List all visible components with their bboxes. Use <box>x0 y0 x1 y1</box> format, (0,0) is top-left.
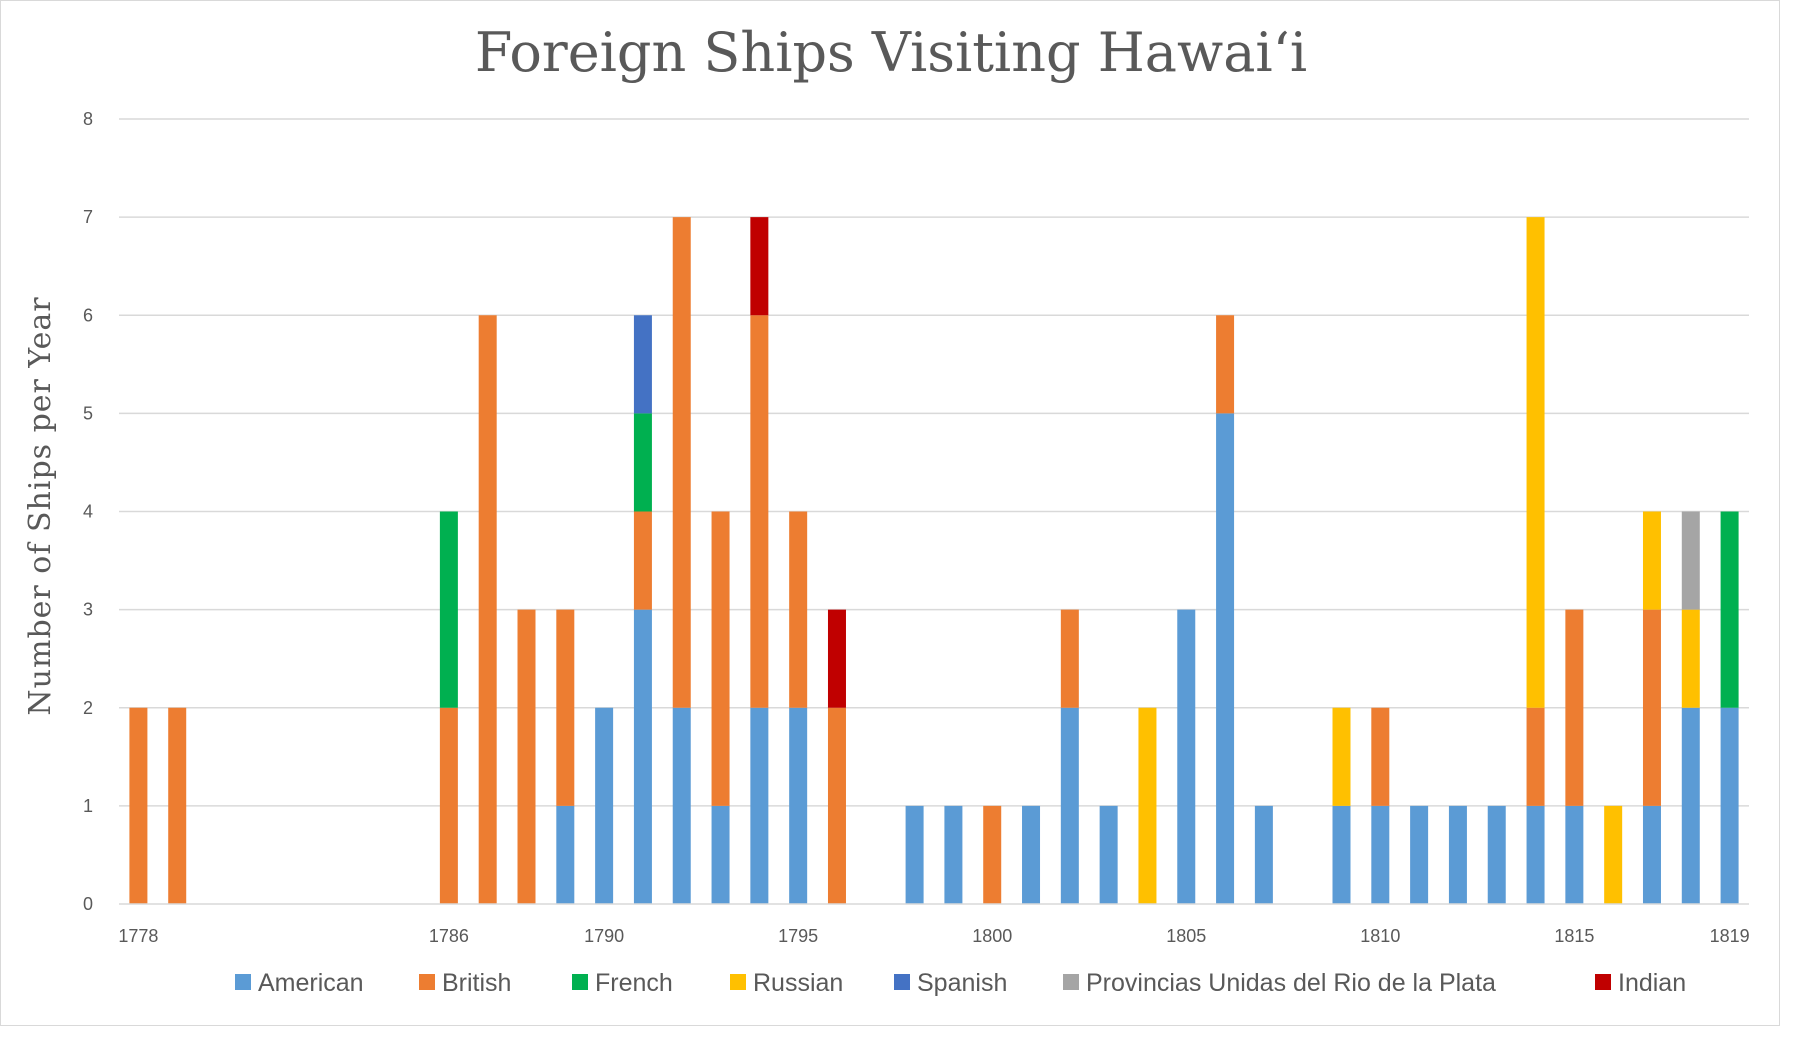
bar-segment <box>556 609 575 806</box>
legend-label: Provincias Unidas del Rio de la Plata <box>1086 969 1496 997</box>
bar-segment <box>1720 511 1739 708</box>
bar-segment <box>672 217 691 708</box>
bar-segment <box>711 511 730 806</box>
bar-segment <box>633 609 652 904</box>
bar-segment <box>1604 805 1623 904</box>
y-tick-label: 0 <box>83 894 93 914</box>
bar-segment <box>517 609 536 904</box>
bar-segment <box>439 511 458 708</box>
y-tick-label: 1 <box>83 796 93 816</box>
y-tick-label: 8 <box>83 109 93 129</box>
bar-segment <box>1448 805 1467 904</box>
y-tick-label: 2 <box>83 698 93 718</box>
bar-segment <box>556 805 575 904</box>
x-tick-label: 1800 <box>972 926 1012 946</box>
chart-title: Foreign Ships Visiting Hawai‘i <box>475 21 1307 84</box>
chart-svg: Foreign Ships Visiting Hawai‘i Number of… <box>23 21 1750 997</box>
x-tick-label: 1815 <box>1554 926 1594 946</box>
legend-label: Indian <box>1618 969 1686 997</box>
bar-segment <box>1410 805 1429 904</box>
bar-segment <box>633 413 652 512</box>
legend-swatch <box>1063 974 1079 990</box>
x-tick-label: 1778 <box>118 926 158 946</box>
bar-segment <box>1254 805 1273 904</box>
x-tick-label: 1819 <box>1710 926 1750 946</box>
legend-swatch <box>1595 974 1611 990</box>
legend-swatch <box>419 974 435 990</box>
bar-segment <box>750 707 769 904</box>
legend-swatch <box>894 974 910 990</box>
y-tick-label: 3 <box>83 600 93 620</box>
y-tick-label: 7 <box>83 207 93 227</box>
x-tick-label: 1805 <box>1166 926 1206 946</box>
bar-segment <box>827 707 846 904</box>
legend-swatch <box>572 974 588 990</box>
bar-segment <box>1681 511 1700 610</box>
y-axis-label: Number of Ships per Year <box>23 296 58 715</box>
legend-label: French <box>595 969 673 997</box>
bar-segment <box>1526 217 1545 708</box>
bar-segment <box>711 805 730 904</box>
bar-segment <box>1060 707 1079 904</box>
legend-swatch <box>730 974 746 990</box>
bar-segment <box>1487 805 1506 904</box>
bar-segment <box>439 707 458 904</box>
legend-swatch <box>235 974 251 990</box>
bar-segment <box>1565 805 1584 904</box>
bar-segment <box>478 315 497 904</box>
bar-segment <box>672 707 691 904</box>
chart-frame: Foreign Ships Visiting Hawai‘i Number of… <box>0 0 1780 1026</box>
bar-segment <box>905 805 924 904</box>
bar-segment <box>1216 315 1235 414</box>
x-tick-label: 1810 <box>1360 926 1400 946</box>
bar-segment <box>750 315 769 708</box>
bar-segment <box>633 511 652 610</box>
legend-label: Spanish <box>917 969 1007 997</box>
bar-segment <box>1642 805 1661 904</box>
bar-segment <box>1099 805 1118 904</box>
gridlines <box>119 118 1749 807</box>
bar-segment <box>129 707 148 904</box>
bar-segment <box>1526 707 1545 806</box>
x-axis-ticks: 1778 1786 1790 1795 1800 1805 1810 1815 1819 <box>118 926 1749 946</box>
legend-label: British <box>442 969 511 997</box>
legend-label: Russian <box>753 969 843 997</box>
x-tick-label: 1790 <box>584 926 624 946</box>
bar-segment <box>1332 805 1351 904</box>
bar-segment <box>1216 413 1235 904</box>
bar-segment <box>1526 805 1545 904</box>
bar-segment <box>1371 805 1390 904</box>
bars <box>129 217 1739 904</box>
legend: American British French Russian Spanish Provi… <box>235 969 1686 997</box>
y-axis-ticks: 0 1 2 3 4 5 6 7 8 <box>83 109 93 914</box>
y-tick-label: 4 <box>83 502 93 522</box>
bar-segment <box>1681 707 1700 904</box>
bar-segment <box>1720 707 1739 904</box>
bar-segment <box>750 217 769 316</box>
x-tick-label: 1795 <box>778 926 818 946</box>
bar-segment <box>595 707 614 904</box>
y-tick-label: 5 <box>83 403 93 423</box>
bar-segment <box>983 805 1002 904</box>
legend-label: American <box>258 969 364 997</box>
bar-segment <box>1138 707 1157 904</box>
bar-segment <box>789 511 808 708</box>
bar-segment <box>1371 707 1390 806</box>
bar-segment <box>827 609 846 708</box>
bar-segment <box>1022 805 1041 904</box>
bar-segment <box>1177 609 1196 904</box>
bar-segment <box>1642 609 1661 806</box>
bar-segment <box>789 707 808 904</box>
y-tick-label: 6 <box>83 305 93 325</box>
bar-segment <box>168 707 187 904</box>
x-tick-label: 1786 <box>429 926 469 946</box>
bar-segment <box>1332 707 1351 806</box>
bar-segment <box>1060 609 1079 708</box>
bar-segment <box>1642 511 1661 610</box>
bar-segment <box>633 315 652 414</box>
bar-segment <box>944 805 963 904</box>
bar-segment <box>1565 609 1584 806</box>
bar-segment <box>1681 609 1700 708</box>
